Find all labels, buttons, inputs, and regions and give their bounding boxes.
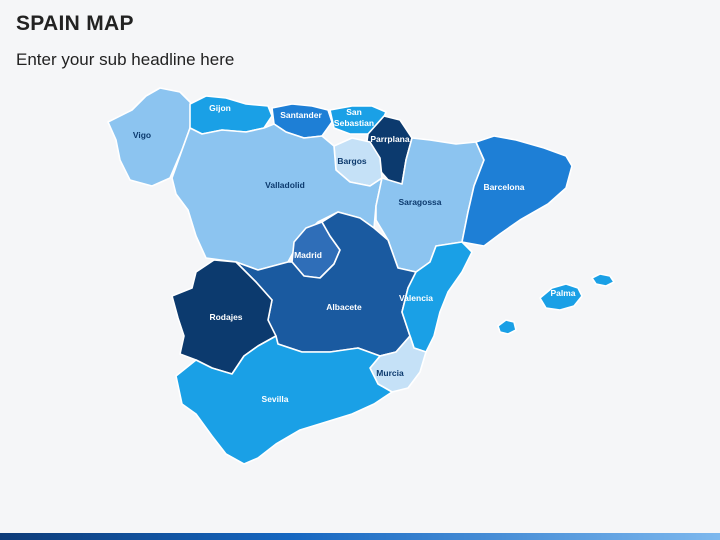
- region-label-sevilla: Sevilla: [262, 394, 289, 404]
- region-label-valencia: Valencia: [399, 293, 433, 303]
- region-valencia: [401, 241, 473, 353]
- region-label-saragossa: Saragossa: [399, 197, 442, 207]
- region-label-madrid: Madrid: [294, 250, 322, 260]
- region-label-palma: Palma: [550, 288, 575, 298]
- region-barcelona: [461, 135, 573, 247]
- region-label-gijon: Gijon: [209, 103, 231, 113]
- page-title: SPAIN MAP: [16, 12, 134, 35]
- region-label-san-sebastian: San Sebastian: [334, 107, 374, 128]
- region-label-valladolid: Valladolid: [265, 180, 305, 190]
- region-palma: [497, 273, 615, 335]
- region-label-rodajes: Rodajes: [209, 312, 242, 322]
- page-subtitle: Enter your sub headline here: [16, 50, 235, 69]
- region-label-vigo: Vigo: [133, 130, 151, 140]
- region-label-parrplana: Parrplana: [370, 134, 409, 144]
- region-sevilla: [175, 335, 393, 465]
- region-label-murcia: Murcia: [376, 368, 404, 378]
- region-label-bargos: Bargos: [337, 156, 367, 166]
- region-label-barcelona: Barcelona: [483, 182, 524, 192]
- region-label-albacete: Albacete: [326, 302, 362, 312]
- footer-bar: [0, 533, 720, 540]
- labels-layer: Vigo Gijon Santander San Sebastian Parrplana B…: [133, 103, 576, 404]
- region-label-santander: Santander: [280, 110, 322, 120]
- regions-layer: [107, 87, 615, 465]
